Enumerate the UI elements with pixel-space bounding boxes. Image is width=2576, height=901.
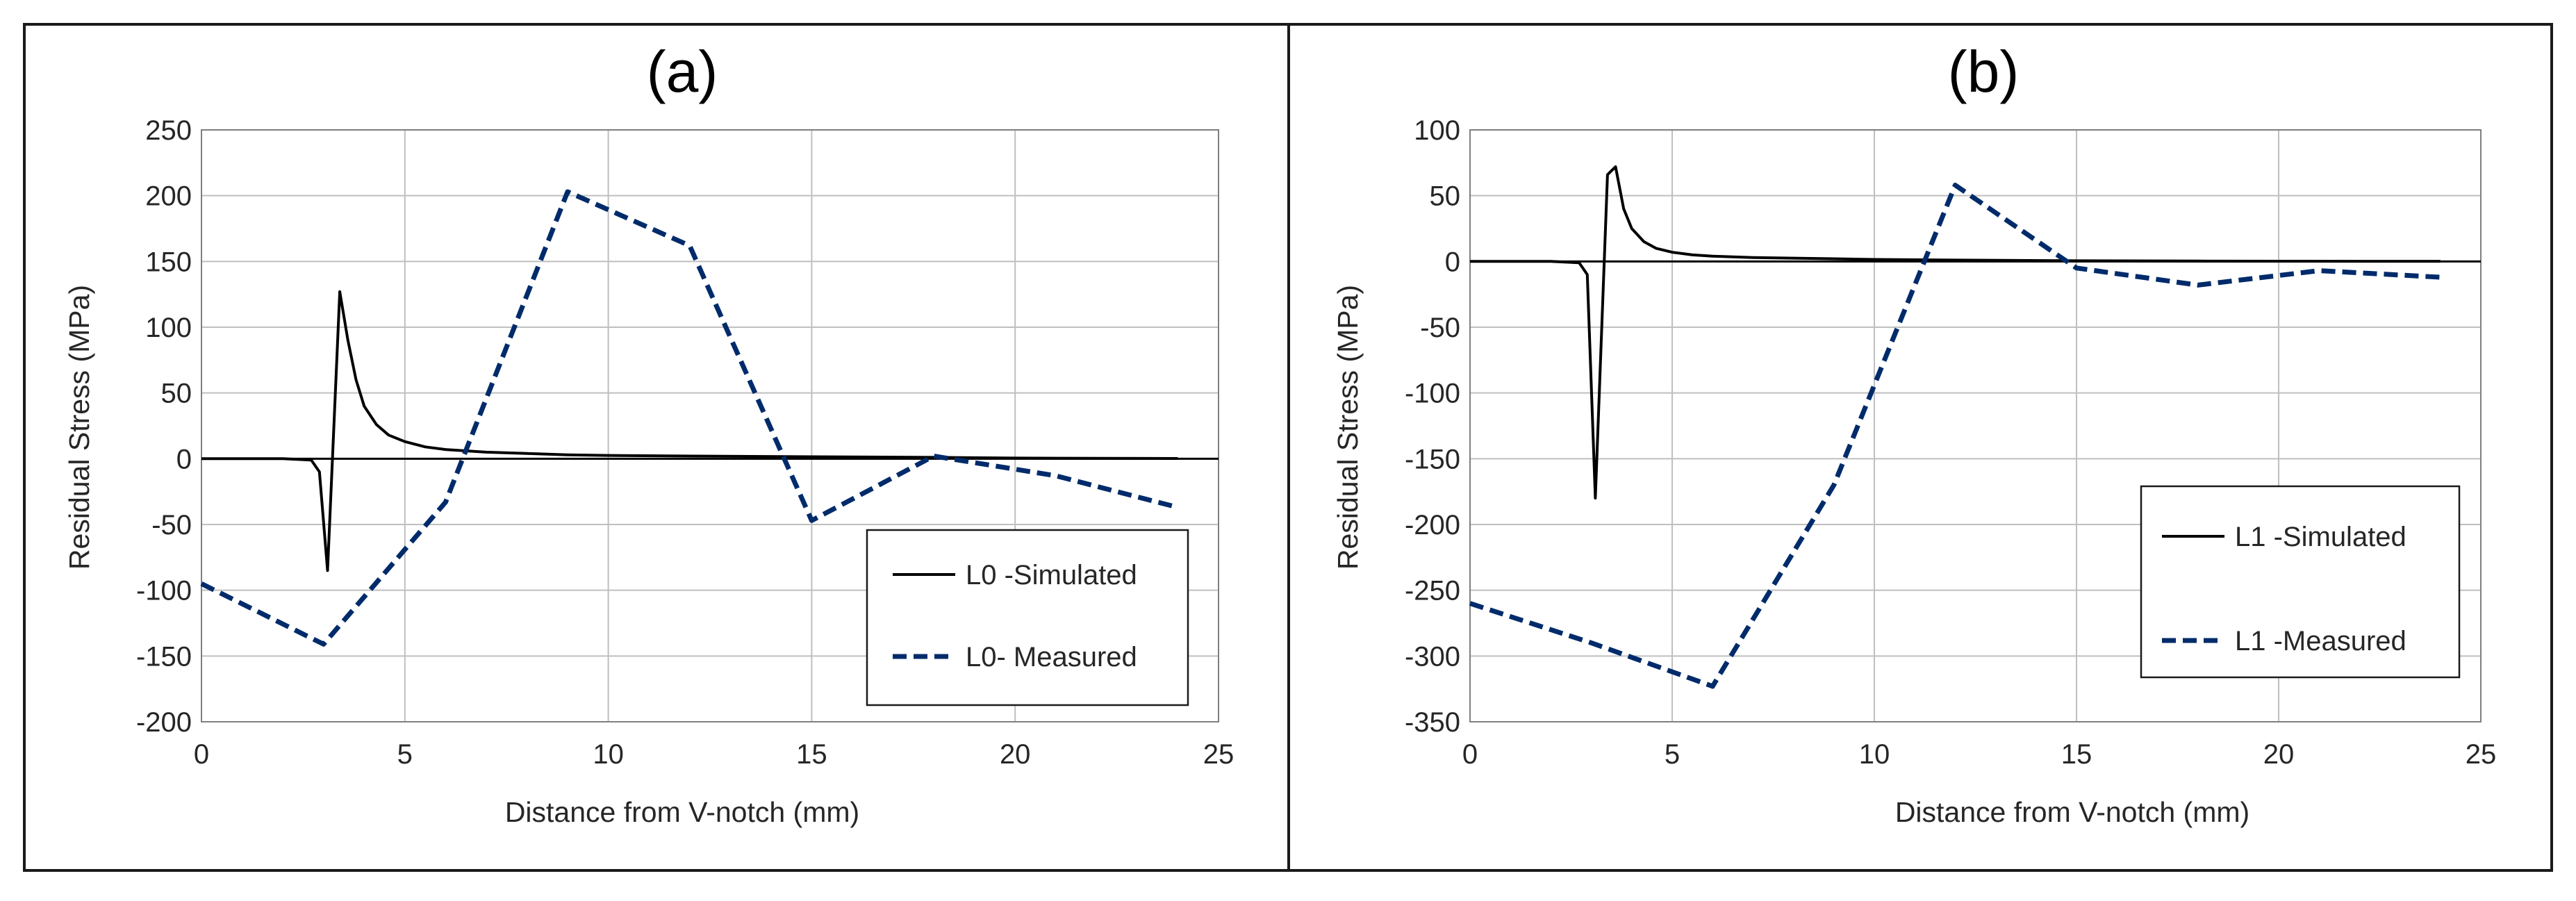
panel-a-x-tick-label: 25 bbox=[1203, 739, 1235, 770]
panel-b-legend: L1 -Simulated L1 -Measured bbox=[2140, 485, 2461, 679]
panel-b-x-tick-label: 5 bbox=[1665, 739, 1680, 770]
panel-b-y-tick-label: -50 bbox=[1420, 313, 1460, 343]
panel-a-y-tick-label: -100 bbox=[136, 576, 192, 606]
panel-b-y-axis-label: Residual Stress (MPa) bbox=[1332, 285, 1364, 570]
panel-b-y-tick-label: -100 bbox=[1405, 379, 1460, 409]
panel-b-x-tick-label: 20 bbox=[2263, 739, 2295, 770]
panel-b-measured-line bbox=[1469, 183, 2441, 689]
panel-a-x-tick-label: 15 bbox=[796, 739, 827, 770]
panel-b-x-tick-label: 0 bbox=[1462, 739, 1478, 770]
panel-b-x-tick-label: 15 bbox=[2061, 739, 2092, 770]
panel-a-title: (a) bbox=[647, 39, 718, 104]
panel-b-y-tick-label: -250 bbox=[1405, 576, 1460, 606]
panel-b-legend-measured-label: L1 -Measured bbox=[2235, 626, 2406, 656]
panel-a-measured-line bbox=[200, 189, 1179, 647]
panel-a-y-tick-label: 150 bbox=[145, 247, 192, 277]
panel-a-y-tick-label: -50 bbox=[151, 510, 192, 540]
panel-a: (a) -200 -150 -100 -50 0 50 100 150 200 250 0 5 10 15… bbox=[23, 23, 1290, 872]
panel-b-y-tick-label: -200 bbox=[1405, 510, 1460, 540]
panel-a-y-tick-label: 250 bbox=[145, 115, 192, 146]
panel-a-tick-labels: -200 -150 -100 -50 0 50 100 150 200 250 0 5 10 15 20 25 bbox=[136, 115, 1234, 770]
panel-b-tick-labels: -350 -300 -250 -200 -150 -100 -50 0 50 100 0 5 10 15 2… bbox=[1405, 115, 2496, 770]
panel-a-plot-border bbox=[201, 129, 1219, 722]
panel-b-y-tick-label: -150 bbox=[1405, 444, 1460, 474]
panel-b-y-tick-label: 100 bbox=[1414, 115, 1460, 146]
panel-b-x-tick-label: 25 bbox=[2466, 739, 2497, 770]
panel-a-y-tick-label: -150 bbox=[136, 641, 192, 672]
panel-b-y-tick-label: 50 bbox=[1430, 181, 1461, 212]
panel-b-simulated-line bbox=[1470, 165, 2441, 500]
panel-a-y-tick-label: 200 bbox=[145, 181, 192, 212]
panel-a-y-tick-label: 50 bbox=[161, 379, 192, 409]
panel-a-simulated-line bbox=[201, 290, 1178, 572]
panel-a-series bbox=[200, 189, 1219, 647]
panel-a-y-axis-label: Residual Stress (MPa) bbox=[63, 285, 95, 570]
panel-b: (b) -350 -300 -250 -200 -150 -100 -50 0 50 100 0 5 1… bbox=[1287, 23, 2553, 872]
panel-b-y-tick-label: 0 bbox=[1445, 247, 1460, 277]
panel-a-x-tick-label: 5 bbox=[397, 739, 413, 770]
panel-a-x-tick-label: 10 bbox=[593, 739, 624, 770]
panel-a-x-axis-label: Distance from V-notch (mm) bbox=[505, 796, 859, 828]
panel-a-y-tick-label: -200 bbox=[136, 707, 192, 738]
panel-b-series bbox=[1469, 165, 2481, 689]
panel-b-y-tick-label: -300 bbox=[1405, 641, 1460, 672]
panel-b-legend-box bbox=[2140, 485, 2461, 679]
panel-a-legend-measured-label: L0- Measured bbox=[966, 642, 1137, 672]
panel-a-x-tick-label: 20 bbox=[1000, 739, 1031, 770]
panel-b-y-tick-label: -350 bbox=[1405, 707, 1460, 738]
panel-a-x-tick-label: 0 bbox=[194, 739, 209, 770]
panel-b-x-tick-label: 10 bbox=[1859, 739, 1890, 770]
panel-b-x-axis-label: Distance from V-notch (mm) bbox=[1895, 796, 2249, 828]
panel-a-legend-simulated-label: L0 -Simulated bbox=[966, 560, 1137, 590]
panel-b-plot-border bbox=[1469, 129, 2482, 722]
panel-a-legend: L0 -Simulated L0- Measured bbox=[866, 529, 1189, 706]
panel-b-title: (b) bbox=[1948, 39, 2020, 104]
panel-a-y-tick-label: 100 bbox=[145, 313, 192, 343]
panel-a-y-tick-label: 0 bbox=[176, 444, 192, 474]
panel-b-legend-simulated-label: L1 -Simulated bbox=[2235, 522, 2406, 552]
panel-b-frame bbox=[1287, 23, 2553, 872]
panel-a-legend-box bbox=[866, 529, 1189, 706]
